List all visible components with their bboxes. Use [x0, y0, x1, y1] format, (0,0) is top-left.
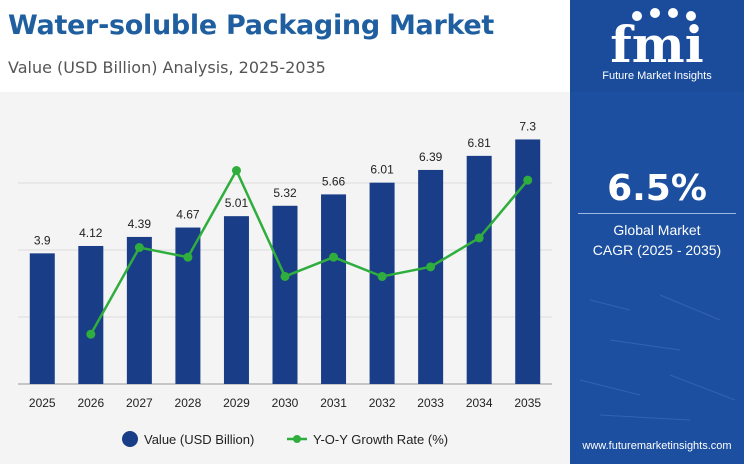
x-tick-labels: 2025 2026 2027 2028 2029 2030 2031 2032 2033 2034…	[29, 396, 541, 410]
legend: Value (USD Billion) Y-O-Y Growth Rate (%…	[122, 431, 448, 447]
growth-point-2026	[86, 329, 96, 339]
bar-label-2032: 6.01	[370, 163, 394, 177]
x-tick-2034: 2034	[466, 396, 493, 410]
bar-label-2027: 4.39	[128, 217, 152, 231]
x-tick-2035: 2035	[514, 396, 541, 410]
bar-label-2034: 6.81	[468, 136, 492, 150]
x-tick-2031: 2031	[320, 396, 347, 410]
bar-2030	[272, 205, 298, 384]
bar-2025	[29, 253, 55, 384]
legend-bar-label: Value (USD Billion)	[144, 432, 254, 447]
x-tick-2033: 2033	[417, 396, 444, 410]
brand-name: Future Market Insights	[602, 70, 712, 82]
x-tick-2025: 2025	[29, 396, 56, 410]
decorative-texture	[579, 294, 736, 421]
growth-point-2035	[523, 175, 533, 185]
bar-labels: 3.9 4.12 4.39 4.67 5.01 5.32 5.66 6.01 6.39 6.81 7…	[34, 119, 536, 247]
bar-label-2031: 5.66	[322, 174, 346, 188]
bar-2034	[466, 155, 492, 384]
bar-2032	[369, 182, 395, 384]
legend-bar-swatch	[122, 431, 138, 447]
x-tick-2032: 2032	[369, 396, 396, 410]
growth-point-2027	[134, 243, 144, 253]
growth-point-2028	[183, 252, 193, 262]
bar-2027	[126, 236, 152, 384]
bar-2031	[321, 194, 347, 384]
legend-line-label: Y-O-Y Growth Rate (%)	[313, 432, 448, 447]
bars	[29, 139, 541, 384]
bar-2028	[175, 227, 201, 384]
bar-label-2026: 4.12	[79, 226, 103, 240]
growth-point-2031	[329, 252, 339, 262]
bar-label-2033: 6.39	[419, 150, 443, 164]
bar-label-2030: 5.32	[273, 186, 297, 200]
x-tick-2026: 2026	[77, 396, 104, 410]
website-url: www.futuremarketinsights.com	[582, 440, 732, 452]
chart-subtitle: Value (USD Billion) Analysis, 2025-2035	[8, 58, 326, 77]
cagr-label-line2: CAGR (2025 - 2035)	[592, 242, 722, 258]
x-tick-2027: 2027	[126, 396, 153, 410]
growth-point-2029	[231, 166, 241, 176]
x-tick-2028: 2028	[175, 396, 202, 410]
brand-letters: fmi	[610, 15, 703, 66]
growth-point-2032	[377, 271, 387, 281]
growth-point-2030	[280, 271, 290, 281]
bar-label-2029: 5.01	[225, 196, 249, 210]
chart: 3.9 4.12 4.39 4.67 5.01 5.32 5.66 6.01 6.39 6.81 7…	[18, 119, 552, 447]
cagr-label-line1: Global Market	[613, 222, 701, 238]
header: Water-soluble Packaging Market Value (US…	[0, 0, 570, 92]
x-tick-2030: 2030	[272, 396, 299, 410]
chart-title: Water-soluble Packaging Market	[8, 10, 495, 41]
growth-point-2034	[474, 233, 484, 243]
x-tick-2029: 2029	[223, 396, 250, 410]
bar-label-2028: 4.67	[176, 208, 200, 222]
bar-2033	[418, 169, 444, 384]
legend-line-marker	[293, 435, 301, 443]
bar-label-2035: 7.3	[519, 119, 536, 133]
growth-point-2033	[426, 262, 436, 272]
growth-line-path	[89, 169, 529, 335]
bar-2029	[223, 216, 249, 384]
growth-line	[86, 166, 533, 339]
cagr-divider	[578, 213, 736, 214]
sidebar: fmi Future Market Insights 6.5% Global M…	[570, 0, 744, 464]
cagr-value: 6.5%	[607, 168, 707, 209]
fmi-logo: fmi	[610, 8, 704, 66]
bar-2026	[78, 245, 104, 384]
bar-label-2025: 3.9	[34, 233, 51, 247]
